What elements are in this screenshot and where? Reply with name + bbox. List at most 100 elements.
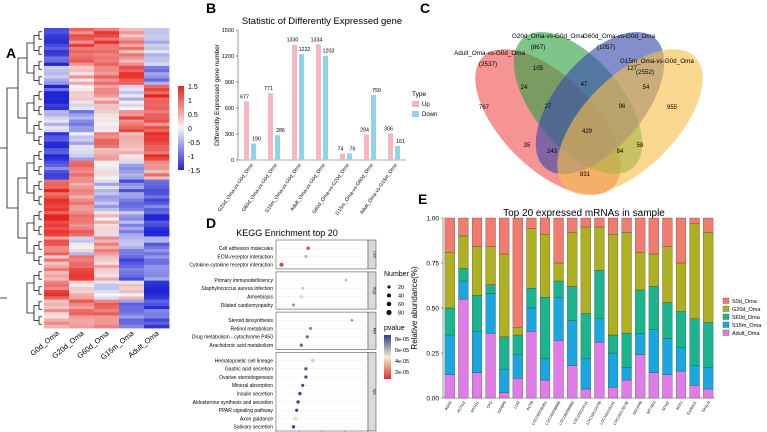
stacked-segment (635, 354, 646, 399)
heatmap-cell (144, 264, 170, 269)
stacked-segment (567, 320, 578, 366)
venn-region-count: 84 (617, 149, 624, 155)
heatmap-cell (69, 157, 95, 162)
heatmap-cell (69, 160, 95, 165)
kegg-dot (299, 343, 303, 347)
kegg-dot (304, 367, 308, 371)
heatmap-cell (94, 106, 120, 111)
dendrogram-branch (38, 106, 42, 115)
heatmap-cell (119, 129, 145, 133)
heatmap-cell (69, 37, 95, 42)
heatmap-legend-label: 0.5 (188, 112, 198, 119)
heatmap-cell (44, 293, 70, 297)
heatmap-cell (69, 148, 95, 152)
heatmap-cell (94, 31, 120, 35)
y-tick-label: 900 (225, 80, 234, 86)
heatmap-cell (44, 286, 70, 291)
heatmap-cell (144, 201, 170, 206)
dendrogram-branch (38, 196, 42, 205)
heatmap-cell (94, 28, 120, 32)
heatmap-cell (94, 283, 120, 288)
heatmap-cell (119, 214, 145, 218)
heatmap-cell (69, 220, 95, 225)
heatmap-cell (44, 135, 70, 139)
stacked-segment (526, 288, 537, 309)
heatmap-cell (69, 62, 95, 67)
dendrogram-branch (26, 222, 34, 254)
heatmap-cell (144, 245, 170, 250)
heatmap-cell (144, 309, 170, 313)
heatmap-cell (144, 223, 170, 228)
heatmap-cell (44, 268, 70, 272)
stacked-segment (594, 270, 605, 319)
dendrogram-branch (38, 166, 42, 175)
heatmap-cell (44, 81, 70, 86)
heatmap-cell (44, 312, 70, 316)
heatmap-cell (119, 113, 145, 117)
heatmap-cell (144, 40, 170, 45)
heatmap-cell (119, 217, 145, 222)
heatmap-cell (144, 239, 170, 244)
x-tick-label: IGFBP6 (497, 401, 507, 415)
heatmap-cell (119, 233, 145, 237)
stacked-segment (539, 358, 551, 381)
bar-value-label: 1203 (323, 49, 335, 55)
heatmap-cell (69, 201, 95, 206)
heatmap-cell (44, 28, 70, 32)
heatmap-cell (144, 170, 170, 174)
heatmap-cell (144, 283, 170, 288)
stacked-segment (499, 253, 510, 337)
heatmap-cell (69, 309, 95, 313)
heatmap-cell (94, 299, 120, 304)
heatmap-cell (69, 59, 95, 64)
dendrogram-branch (33, 35, 39, 51)
stacked-segment (567, 286, 578, 321)
y-tick-label: 0.00 (426, 396, 439, 403)
heatmap-cell (69, 166, 95, 171)
kegg-dot (308, 326, 313, 331)
heatmap-cell (44, 56, 70, 60)
heatmap-cell (119, 211, 145, 215)
stacked-segment (594, 217, 605, 228)
heatmap-cell (144, 151, 170, 155)
heatmap-cell (44, 170, 70, 174)
heatmap-cell (69, 293, 95, 297)
x-tick-label: NDUFA6 (632, 401, 643, 416)
heatmap-cell (69, 195, 95, 199)
heatmap-cell (94, 182, 120, 187)
kegg-dot (298, 391, 302, 396)
heatmap-cell (69, 312, 95, 316)
heatmap-cell (144, 78, 170, 83)
stacked-segment (689, 318, 700, 366)
venn-region-count: 429 (582, 129, 593, 135)
heatmap-cell (144, 208, 170, 212)
kegg-dot (311, 358, 315, 363)
dendrogram-branch (38, 211, 42, 220)
venn-region-count: 955 (667, 105, 678, 111)
stacked-segment (621, 217, 632, 233)
size-legend-dot (386, 301, 392, 307)
kegg-pathway-label: Cell adhesion molecules (219, 246, 274, 252)
bar-value-label: 306 (384, 126, 393, 132)
heatmap-cell (144, 204, 170, 209)
heatmap-cell (144, 37, 170, 42)
heatmap-cell (94, 305, 120, 310)
stacked-segment (675, 311, 687, 348)
heatmap-cell (119, 56, 145, 60)
heatmap-cell (69, 226, 95, 231)
stacked-segment (539, 234, 551, 298)
heatmap-cell (144, 305, 170, 310)
heatmap-cell (119, 252, 145, 256)
heatmap-cell (119, 173, 145, 177)
heatmap-cell (94, 119, 120, 124)
bar-up (316, 44, 321, 160)
stacked-segment (675, 347, 687, 372)
heatmap-cell (44, 236, 70, 240)
heatmap-cell (44, 78, 70, 83)
heatmap-cell (69, 69, 95, 73)
heatmap-cell (94, 62, 120, 67)
dendrogram-branch (38, 46, 42, 55)
heatmap-cell (94, 252, 120, 256)
heatmap-cell (119, 198, 145, 203)
size-legend-title: Number (384, 271, 410, 278)
